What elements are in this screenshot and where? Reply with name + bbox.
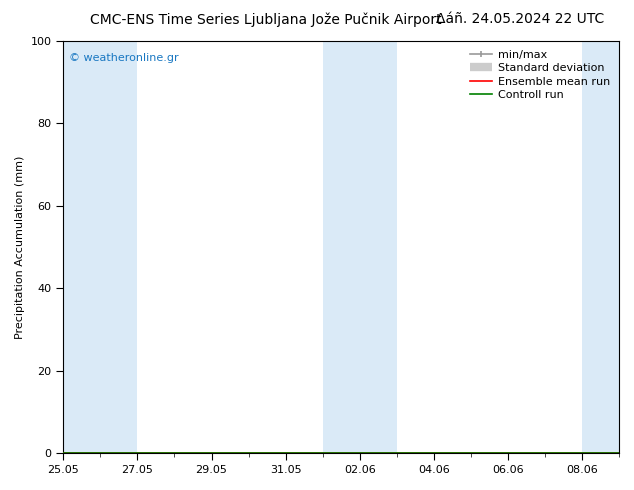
Bar bbox=[323, 41, 397, 453]
Legend: min/max, Standard deviation, Ensemble mean run, Controll run: min/max, Standard deviation, Ensemble me… bbox=[467, 47, 614, 103]
Text: Δáñ. 24.05.2024 22 UTC: Δáñ. 24.05.2024 22 UTC bbox=[436, 12, 604, 26]
Bar bbox=[63, 41, 138, 453]
Bar bbox=[582, 41, 634, 453]
Text: CMC-ENS Time Series Ljubljana Jože Pučnik Airport: CMC-ENS Time Series Ljubljana Jože Pučni… bbox=[91, 12, 442, 27]
Text: © weatheronline.gr: © weatheronline.gr bbox=[69, 53, 179, 63]
Y-axis label: Precipitation Accumulation (mm): Precipitation Accumulation (mm) bbox=[15, 155, 25, 339]
